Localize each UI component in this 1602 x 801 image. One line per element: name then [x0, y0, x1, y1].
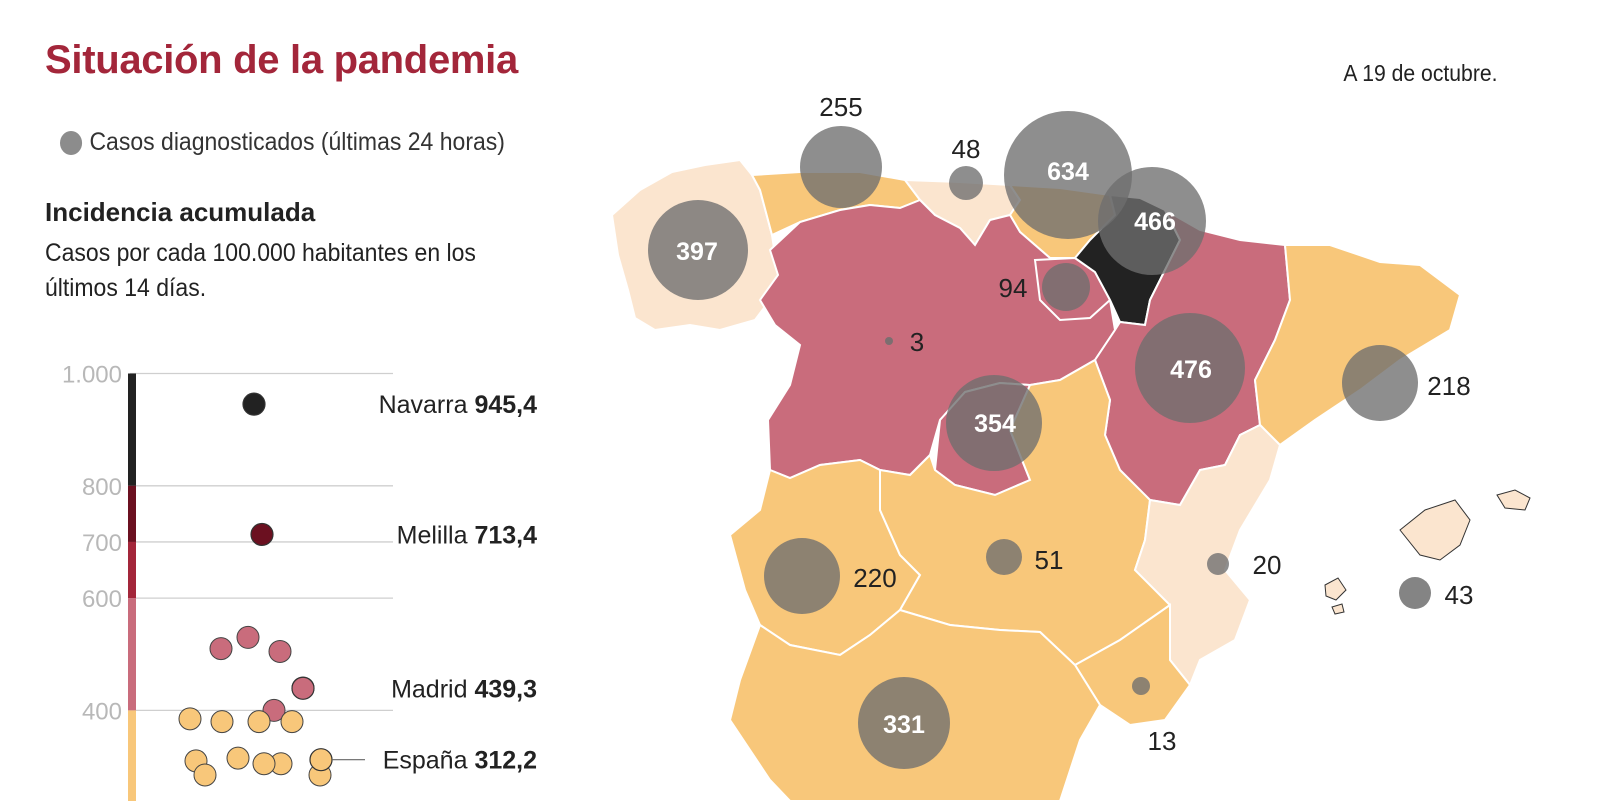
- incidence-title: Incidencia acumulada: [45, 197, 316, 227]
- scale-band: [128, 541, 136, 599]
- bubble-baleares: [1399, 577, 1431, 609]
- incidence-chart: 1.000 800 700 600 400 Navarra 945,4 Melilla 7…: [62, 362, 537, 801]
- bubble-aragon: [1135, 313, 1245, 423]
- case-labels: 397 255 48 634 466 94 3 476 218 354 220 …: [676, 92, 1473, 756]
- chart-gridlines: [130, 372, 393, 712]
- tick-label: 400: [82, 698, 122, 725]
- incidence-point: [193, 763, 217, 787]
- scale-band: [128, 373, 136, 486]
- bubble-castilla-leon: [885, 337, 893, 345]
- incidence-point: [226, 746, 250, 770]
- region-shapes: [610, 158, 1531, 801]
- bubble-madrid: [946, 375, 1042, 471]
- legend: Casos diagnosticados (últimas 24 horas): [60, 128, 505, 157]
- incidence-point: [210, 710, 234, 734]
- label-murcia: 13: [1148, 726, 1177, 756]
- tick-label: 600: [82, 586, 122, 613]
- incidence-point: [252, 752, 276, 776]
- label-galicia: 397: [676, 238, 718, 266]
- incidence-point-madrid: [291, 676, 315, 700]
- chart-color-scale: [128, 373, 136, 801]
- scale-band: [128, 485, 136, 542]
- bubble-asturias: [800, 126, 882, 208]
- label-extremadura: 220: [853, 563, 896, 593]
- label-asturias: 255: [819, 92, 862, 122]
- label-valencia: 20: [1253, 550, 1282, 580]
- bubble-castilla-mancha: [986, 539, 1022, 575]
- incidence-point: [280, 710, 304, 734]
- scale-band: [128, 710, 136, 801]
- incidence-point: [247, 710, 271, 734]
- label-madrid: 354: [974, 410, 1016, 438]
- tick-label: 700: [82, 530, 122, 557]
- label-castilla-mancha: 51: [1035, 545, 1064, 575]
- bubble-navarra: [1098, 167, 1206, 275]
- incidence-description: Casos por cada 100.000 habitantes en los…: [45, 239, 476, 302]
- gray-circle-icon: [60, 130, 83, 155]
- date-label: A 19 de octubre.: [1343, 60, 1498, 86]
- chart-point-labels: Navarra 945,4 Melilla 713,4 Madrid 439,3 Es…: [332, 391, 537, 775]
- label-baleares: 43: [1445, 580, 1474, 610]
- incidence-point: [178, 707, 202, 731]
- page-title: Situación de la pandemia: [45, 38, 518, 82]
- tick-label: 1.000: [62, 362, 122, 389]
- region-murcia: [1073, 603, 1192, 727]
- bubble-galicia: [648, 200, 748, 300]
- tick-label: 800: [82, 474, 122, 501]
- chart-tick-labels: 1.000 800 700 600 400: [62, 362, 122, 726]
- chart-points: [178, 392, 333, 787]
- label-castilla-leon: 3: [910, 327, 924, 357]
- point-label: Navarra 945,4: [379, 391, 538, 419]
- bubble-cantabria: [949, 166, 983, 200]
- incidence-point-navarra: [242, 392, 266, 416]
- point-label: España 312,2: [383, 747, 537, 775]
- point-label: Madrid 439,3: [391, 675, 537, 703]
- bubble-murcia: [1132, 677, 1150, 695]
- region-baleares-formentera: [1331, 603, 1345, 615]
- legend-label: Casos diagnosticados (últimas 24 horas): [89, 128, 505, 156]
- incidence-point: [209, 637, 233, 661]
- label-cantabria: 48: [952, 134, 981, 164]
- bubble-cataluna: [1342, 345, 1418, 421]
- label-navarra: 466: [1134, 208, 1176, 236]
- incidence-point: [268, 639, 292, 663]
- label-aragon: 476: [1170, 356, 1212, 384]
- region-baleares-ibiza: [1324, 577, 1347, 601]
- label-cataluna: 218: [1427, 371, 1470, 401]
- bubble-andalucia: [858, 677, 950, 769]
- bubble-valencia: [1207, 553, 1229, 575]
- case-bubbles: [648, 111, 1431, 769]
- bubble-la-rioja: [1042, 263, 1090, 311]
- region-baleares-menorca: [1496, 489, 1531, 511]
- label-andalucia: 331: [883, 711, 925, 739]
- point-label: Melilla 713,4: [397, 521, 537, 549]
- scale-band: [128, 598, 136, 711]
- label-la-rioja: 94: [999, 273, 1028, 303]
- bubble-extremadura: [764, 538, 840, 614]
- label-pais-vasco: 634: [1047, 158, 1089, 186]
- region-baleares-mallorca: [1399, 499, 1471, 561]
- incidence-point: [236, 625, 260, 649]
- incidence-point-melilla: [250, 522, 274, 547]
